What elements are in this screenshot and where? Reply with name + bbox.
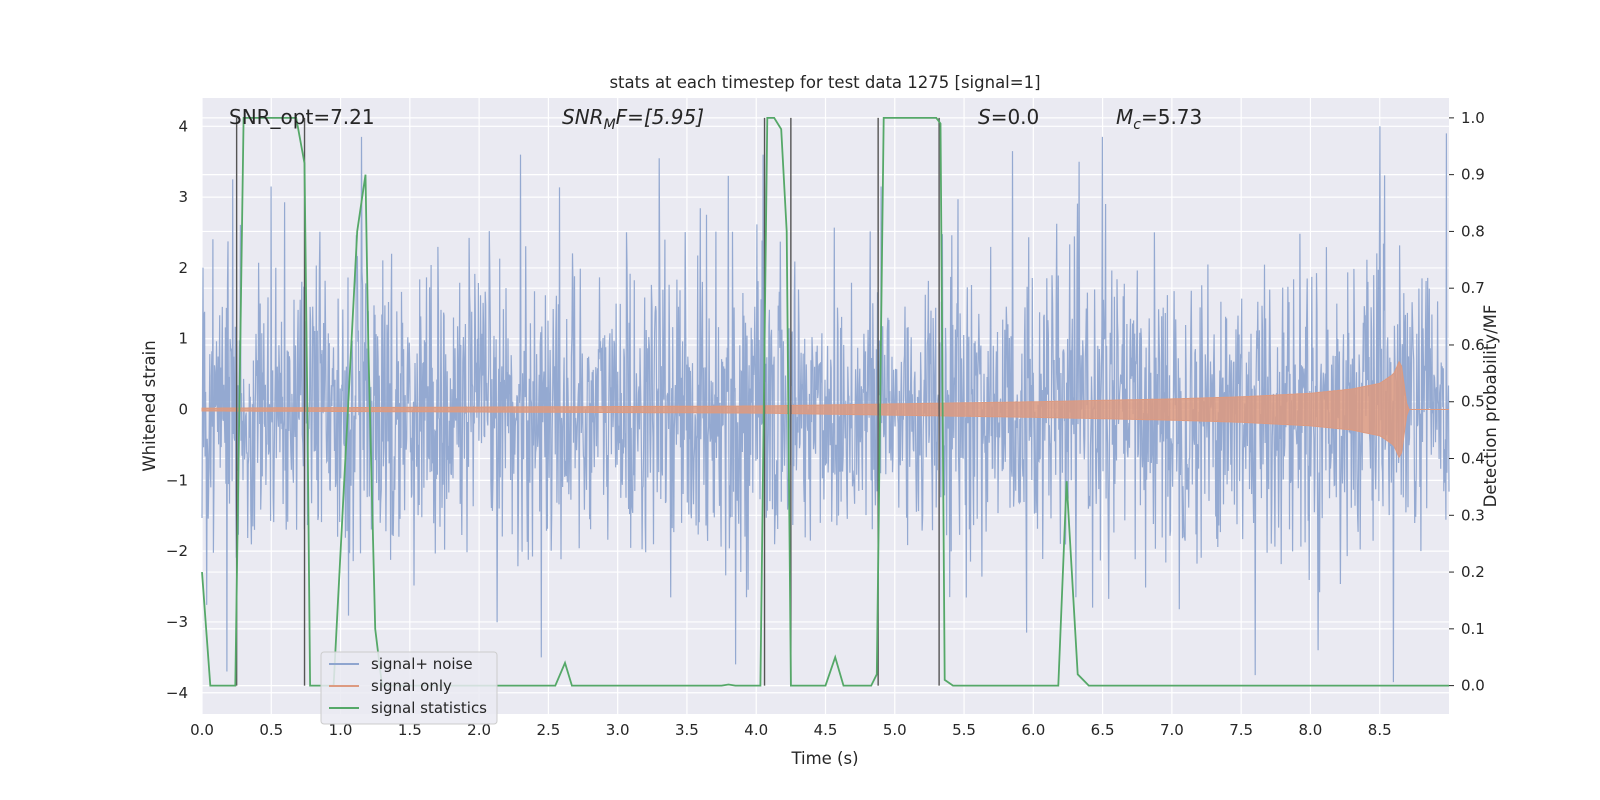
line-signal-only (201, 360, 1449, 459)
x-tick-label: 3.5 (675, 721, 699, 739)
x-tick-label: 4.0 (744, 721, 768, 739)
y-tick-label: −3 (166, 613, 188, 631)
legend-label-signal-noise: signal+ noise (371, 655, 473, 673)
annotation-mc-sub: c (1133, 117, 1141, 133)
tick-labels: 0.0 0.5 1.0 1.5 2.0 2.5 3.0 3.5 4.0 4.5 5.0 5.5 6.0 6… (166, 109, 1485, 739)
y-tick-label: 4 (178, 117, 188, 135)
y-right-tick-label: 0.8 (1461, 222, 1485, 240)
annotation-mc-main: M (1116, 105, 1133, 129)
x-tick-label: 4.5 (814, 721, 838, 739)
series-signal-statistics (201, 117, 1449, 687)
legend-label-signal-only: signal only (371, 677, 452, 695)
y-right-tick-label: 0.0 (1461, 677, 1485, 695)
annotation-snr-opt: SNR_opt=7.21 (229, 105, 375, 129)
annotation-snr-mf: SNRMF=[5.95] (562, 105, 704, 133)
y-tick-label: −1 (166, 471, 188, 489)
y-right-tick-label: 0.7 (1461, 279, 1485, 297)
y-right-tick-label: 0.2 (1461, 563, 1485, 581)
x-axis-label: Time (s) (790, 749, 858, 768)
x-tick-label: 7.0 (1160, 721, 1184, 739)
legend: signal+ noise signal only signal statist… (320, 651, 498, 725)
series-signal-only (201, 360, 1449, 459)
x-tick-label: 0.0 (190, 721, 214, 739)
annotation-snr-mf-sub: M (604, 117, 616, 133)
legend-label-signal-statistics: signal statistics (371, 699, 487, 717)
y-axis-label-right: Detection probability/MF (1481, 305, 1500, 508)
y-right-tick-label: 0.4 (1461, 450, 1485, 468)
x-tick-label: 8.5 (1368, 721, 1392, 739)
annotation-s: S=0.0 (978, 105, 1039, 129)
x-tick-label: 5.5 (952, 721, 976, 739)
x-tick-label: 1.5 (398, 721, 422, 739)
y-tick-label: −4 (166, 684, 188, 702)
line-signal-statistics (201, 117, 1449, 687)
annotation-s-main: S (978, 105, 991, 129)
x-tick-label: 6.0 (1021, 721, 1045, 739)
legend-box (320, 651, 498, 725)
x-tick-label: 5.0 (883, 721, 907, 739)
annotation-snr-mf-main: SNR (562, 105, 604, 129)
annotation-s-rest: =0.0 (991, 105, 1040, 129)
annotation-snr-mf-rest: F=[5.95] (616, 105, 704, 129)
y-tick-label: 1 (178, 330, 188, 348)
x-tick-label: 1.0 (329, 721, 353, 739)
series-signal-noise (201, 126, 1450, 683)
x-tick-label: 7.5 (1229, 721, 1253, 739)
y-right-tick-label: 0.3 (1461, 506, 1485, 524)
y-tick-label: 2 (178, 259, 188, 277)
annotation-mc: Mc=5.73 (1116, 105, 1202, 133)
y-right-tick-label: 0.9 (1461, 166, 1485, 184)
x-tick-label: 0.5 (259, 721, 283, 739)
y-tick-label: 3 (178, 188, 188, 206)
x-tick-label: 2.5 (536, 721, 560, 739)
x-tick-label: 3.0 (606, 721, 630, 739)
x-tick-label: 8.0 (1299, 721, 1323, 739)
y-right-tick-label: 0.6 (1461, 336, 1485, 354)
y-axis-label: Whitened strain (140, 340, 159, 471)
chart-title: stats at each timestep for test data 127… (609, 73, 1040, 92)
x-tick-label: 2.0 (467, 721, 491, 739)
x-tick-label: 6.5 (1091, 721, 1115, 739)
y-right-tick-label: 0.1 (1461, 620, 1485, 638)
y-right-tick-label: 1.0 (1461, 109, 1485, 127)
y-right-tick-label: 0.5 (1461, 393, 1485, 411)
y-tick-label: 0 (178, 401, 188, 419)
y-tick-label: −2 (166, 542, 188, 560)
line-signal-noise (201, 126, 1450, 683)
annotation-mc-rest: =5.73 (1141, 105, 1202, 129)
